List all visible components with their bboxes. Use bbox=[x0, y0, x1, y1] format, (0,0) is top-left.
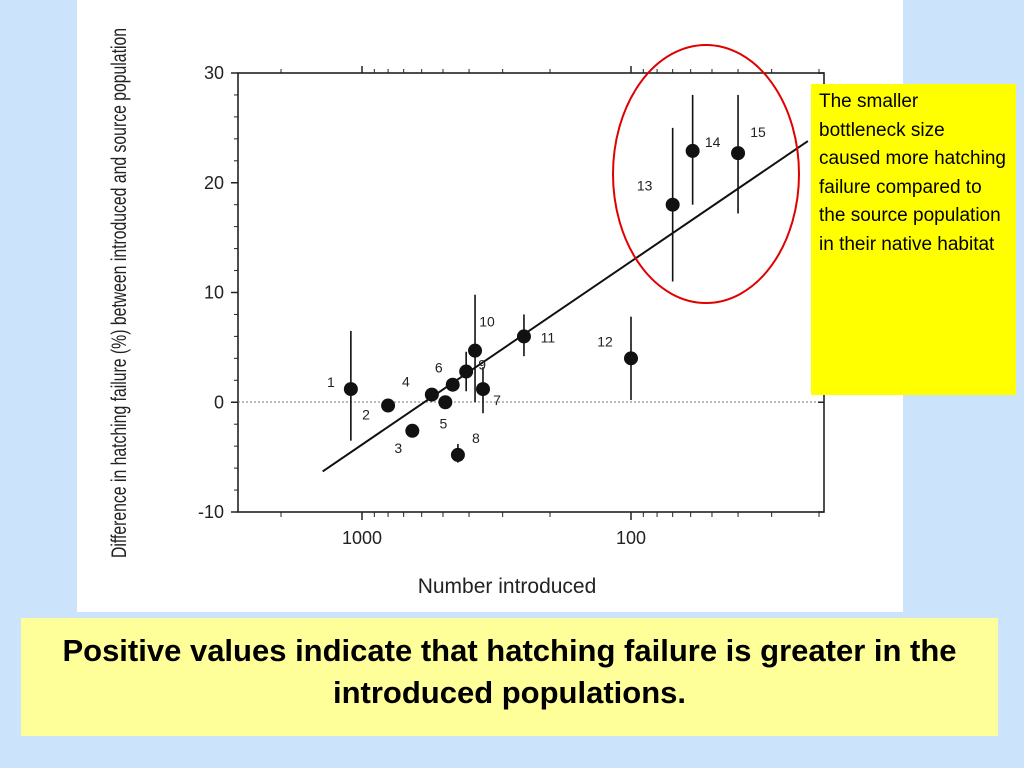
point-label: 1 bbox=[327, 374, 335, 390]
data-point bbox=[665, 197, 680, 212]
point-label: 10 bbox=[479, 314, 495, 330]
axes bbox=[237, 72, 825, 513]
point-label: 11 bbox=[541, 329, 556, 345]
point-label: 6 bbox=[435, 360, 443, 376]
point-label: 7 bbox=[493, 392, 501, 408]
data-point bbox=[445, 377, 460, 392]
y-tick-label: 30 bbox=[204, 63, 224, 83]
point-label: 8 bbox=[472, 430, 480, 446]
regression bbox=[322, 140, 809, 473]
data-point bbox=[475, 382, 490, 397]
x-tick-label: 1000 bbox=[342, 528, 382, 548]
data-point bbox=[424, 387, 439, 402]
point-label: 13 bbox=[637, 178, 653, 194]
point-label: 4 bbox=[402, 374, 410, 390]
y-tick-label: 10 bbox=[204, 283, 224, 303]
point-label: 12 bbox=[597, 333, 613, 349]
y-tick-label: -10 bbox=[198, 502, 224, 522]
data-point bbox=[731, 146, 746, 161]
data-point bbox=[438, 395, 453, 410]
y-tick-label: 0 bbox=[214, 392, 224, 412]
regression-line bbox=[322, 140, 809, 473]
point-label: 5 bbox=[439, 415, 447, 431]
y-tick-label: 20 bbox=[204, 173, 224, 193]
y-axis-label: Difference in hatching failure (%) betwe… bbox=[108, 28, 131, 558]
annotation-text: The smaller bottleneck size caused more … bbox=[819, 91, 1006, 255]
tick-labels: -10 0 10 20 30 1000 100 bbox=[198, 63, 646, 548]
data-point bbox=[450, 447, 465, 462]
data-point bbox=[685, 143, 700, 158]
caption-text: Positive values indicate that hatching f… bbox=[62, 633, 957, 710]
point-label: 3 bbox=[394, 440, 402, 456]
data-point bbox=[624, 351, 638, 366]
data-point bbox=[468, 343, 483, 358]
data-point bbox=[405, 423, 420, 438]
x-tick-label: 100 bbox=[616, 528, 646, 548]
data-point bbox=[381, 398, 396, 413]
data-point bbox=[343, 382, 358, 397]
tick-marks bbox=[231, 66, 824, 520]
data-point bbox=[516, 329, 531, 344]
point-label: 9 bbox=[478, 357, 486, 373]
data-point bbox=[459, 364, 474, 379]
plot-frame bbox=[237, 72, 825, 513]
x-axis-label: Number introduced bbox=[418, 575, 597, 598]
caption-box: Positive values indicate that hatching f… bbox=[21, 618, 998, 736]
annotation-callout: The smaller bottleneck size caused more … bbox=[811, 84, 1016, 395]
point-label: 2 bbox=[362, 407, 370, 423]
figure-panel: -10 0 10 20 30 1000 100 1 2 3 4 5 6 7 8 9 10 11 12 13 14 15 … bbox=[77, 0, 903, 612]
point-label: 15 bbox=[750, 124, 766, 140]
point-label: 14 bbox=[705, 134, 721, 150]
